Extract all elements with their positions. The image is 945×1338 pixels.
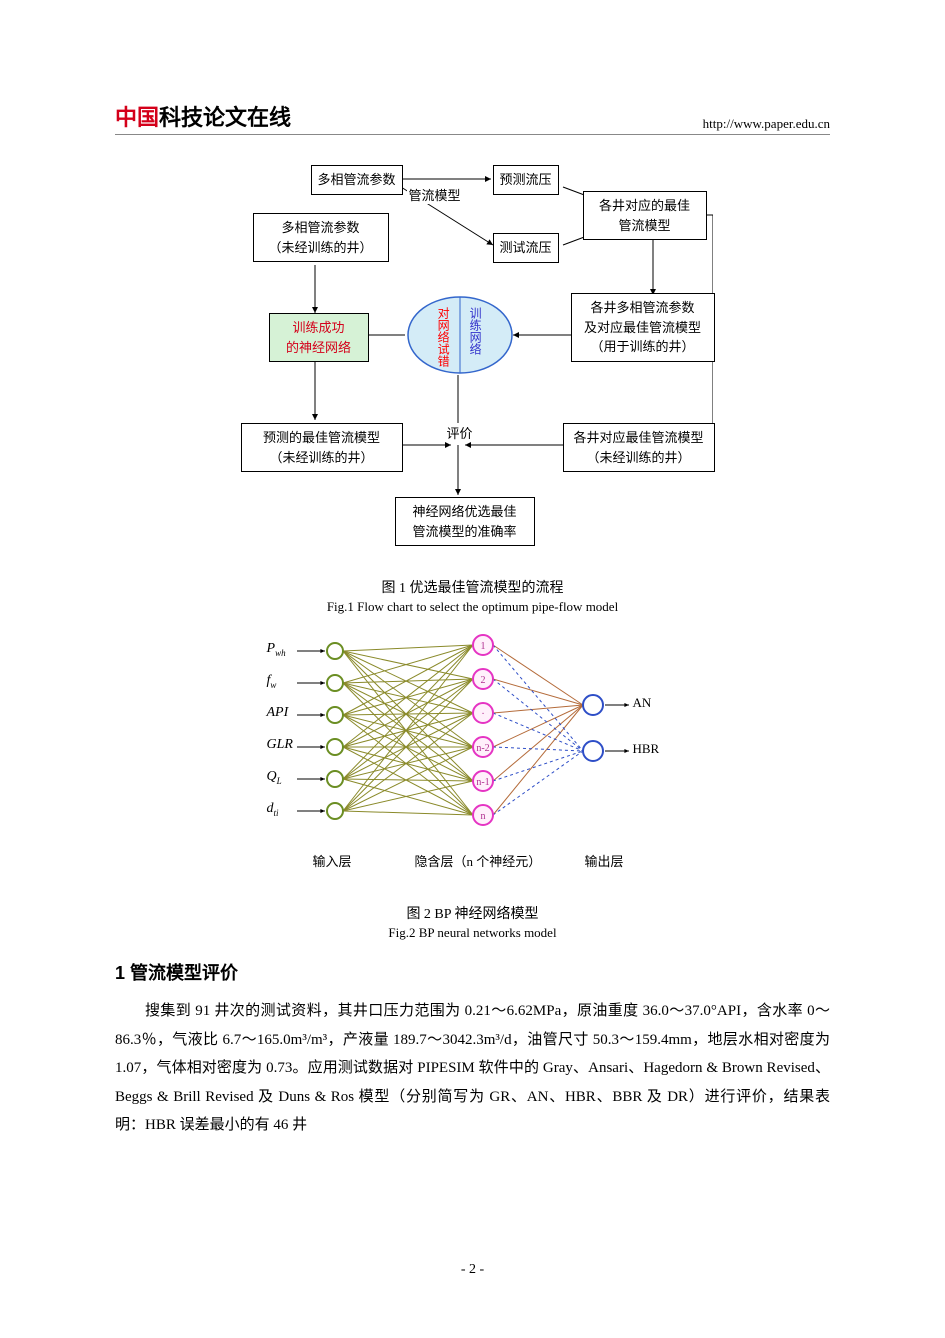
layer-label-input: 输入层 — [313, 851, 352, 870]
svg-text:n: n — [480, 811, 485, 822]
nn-output-label: HBR — [633, 741, 660, 757]
svg-text:2: 2 — [480, 675, 485, 686]
svg-text:n-1: n-1 — [476, 777, 489, 788]
svg-text:1: 1 — [480, 641, 485, 652]
page-number: - 2 - — [0, 1262, 945, 1278]
ellipse-left-text: 对网络试错 — [435, 307, 451, 367]
section-1-heading: 1 管流模型评价 — [115, 959, 830, 985]
node-multiphase-params: 多相管流参数 — [311, 165, 403, 195]
layer-label-output: 输出层 — [585, 851, 624, 870]
nn-output-label: AN — [633, 695, 652, 711]
node-test-pressure: 测试流压 — [493, 233, 559, 263]
figure-1-flowchart: 多相管流参数 预测流压 各井对应的最佳 管流模型 多相管流参数 （未经训练的井）… — [233, 165, 713, 565]
nn-input-label: QL — [267, 769, 282, 786]
label-pipe-model: 管流模型 — [407, 185, 463, 204]
label-evaluate: 评价 — [445, 423, 475, 442]
ellipse-right-text: 训练网络 — [467, 307, 483, 355]
figure-2-neural-net: 1 2 · n-2 n-1 n Pwh fw API GLR QL dti AN HBR 输入层 隐含层… — [253, 633, 693, 893]
logo-text-rest: 科技论文在线 — [159, 105, 291, 130]
nn-input-label: GLR — [267, 737, 293, 753]
site-url: http://www.paper.edu.cn — [703, 116, 830, 132]
node-predicted-best-model: 预测的最佳管流模型 （未经训练的井） — [241, 423, 403, 472]
nn-input-label: Pwh — [267, 641, 286, 658]
section-1-paragraph: 搜集到 91 井次的测试资料，其井口压力范围为 0.21～6.62MPa，原油重… — [115, 997, 830, 1140]
node-best-model-untrained: 各井对应最佳管流模型 （未经训练的井） — [563, 423, 715, 472]
node-untrained-params: 多相管流参数 （未经训练的井） — [253, 213, 389, 262]
page-header: 中国科技论文在线 http://www.paper.edu.cn — [115, 100, 830, 135]
site-logo: 中国科技论文在线 — [115, 100, 291, 132]
node-training-data: 各井多相管流参数 及对应最佳管流模型 （用于训练的井） — [571, 293, 715, 362]
svg-text:·: · — [481, 709, 484, 720]
figure-2-caption-en: Fig.2 BP neural networks model — [115, 925, 830, 941]
svg-text:n-2: n-2 — [476, 743, 489, 754]
nn-input-label: fw — [267, 673, 277, 690]
nn-input-label: API — [267, 705, 289, 721]
node-accuracy: 神经网络优选最佳 管流模型的准确率 — [395, 497, 535, 546]
neural-net-svg: 1 2 · n-2 n-1 n — [253, 633, 693, 863]
node-best-model-per-well: 各井对应的最佳 管流模型 — [583, 191, 707, 240]
figure-1-caption-en: Fig.1 Flow chart to select the optimum p… — [115, 599, 830, 615]
node-trained-nn: 训练成功 的神经网络 — [269, 313, 369, 362]
node-nn-ellipse: 对网络试错 训练网络 — [405, 295, 515, 375]
nn-input-label: dti — [267, 801, 279, 818]
layer-label-hidden: 隐含层（n 个神经元） — [415, 851, 542, 870]
logo-text-red: 中国 — [115, 105, 159, 130]
node-predicted-pressure: 预测流压 — [493, 165, 559, 195]
figure-1-caption-zh: 图 1 优选最佳管流模型的流程 — [115, 577, 830, 597]
figure-2-caption-zh: 图 2 BP 神经网络模型 — [115, 903, 830, 923]
